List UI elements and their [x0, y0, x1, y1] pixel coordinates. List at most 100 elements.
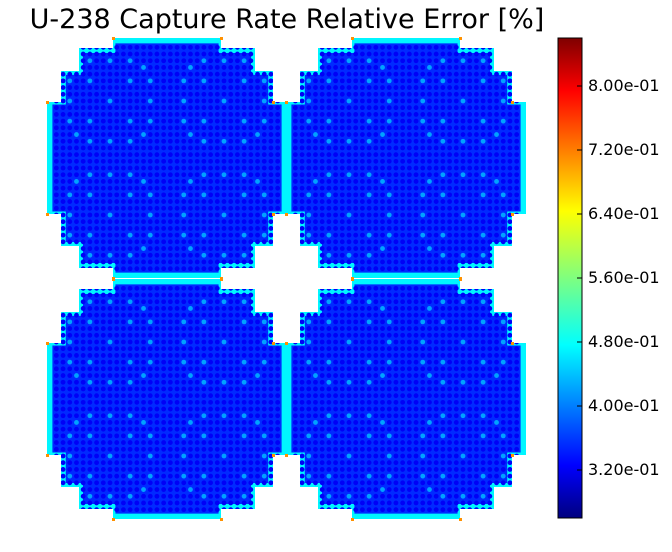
fuel-pin-cell — [306, 112, 312, 117]
fuel-pin-cell — [292, 185, 298, 191]
fuel-pin-cell — [53, 500, 59, 506]
fuel-pin-cell — [248, 132, 254, 137]
fuel-pin-cell — [360, 219, 365, 225]
fuel-pin-cell — [214, 453, 220, 459]
fuel-pin-cell — [107, 507, 113, 513]
fuel-pin-cell — [74, 446, 79, 452]
fuel-pin-cell — [514, 493, 520, 499]
fuel-pin-cell — [181, 346, 187, 352]
fuel-pin-cell — [480, 44, 486, 50]
fuel-pin-cell — [453, 413, 459, 419]
fuel-pin-cell — [474, 239, 479, 245]
fuel-pin-cell — [306, 132, 312, 137]
fuel-pin-cell — [440, 467, 446, 472]
fuel-pin-cell — [433, 266, 439, 272]
fuel-pin-cell — [514, 299, 520, 305]
fuel-pin-cell — [107, 285, 113, 291]
fuel-pin-cell — [373, 219, 379, 225]
fuel-pin-cell — [241, 500, 247, 506]
fuel-pin-cell — [339, 212, 345, 218]
fuel-pin-cell — [161, 199, 167, 204]
fuel-pin-cell — [114, 252, 120, 258]
fuel-pin-cell — [228, 426, 234, 432]
fuel-pin-cell — [380, 125, 385, 131]
fuel-pin-cell — [500, 312, 506, 318]
fuel-pin-cell — [373, 399, 379, 405]
fuel-pin-cell — [107, 112, 113, 117]
fuel-pin-cell — [326, 306, 332, 311]
fuel-pin-cell — [154, 386, 160, 392]
fuel-pin-cell — [154, 285, 160, 291]
fuel-pin-cell — [94, 460, 99, 466]
fuel-pin-cell — [447, 132, 452, 137]
fuel-pin-cell — [147, 373, 153, 378]
fuel-pin-cell — [194, 487, 200, 492]
fuel-pin-cell — [188, 239, 193, 245]
fuel-pin-cell — [494, 285, 499, 291]
fuel-pin-cell — [460, 487, 466, 492]
guide-tube-cell — [241, 58, 247, 64]
fuel-pin-cell — [188, 460, 193, 466]
fuel-pin-cell — [494, 406, 499, 412]
fuel-pin-cell — [161, 152, 167, 158]
fuel-pin-cell — [161, 353, 167, 358]
fuel-pin-cell — [319, 252, 325, 258]
fuel-pin-cell — [268, 78, 274, 84]
fuel-pin-cell — [292, 406, 298, 412]
fuel-pin-cell — [373, 500, 379, 506]
fuel-pin-cell — [487, 446, 493, 452]
fuel-pin-cell — [380, 71, 385, 77]
guide-tube-cell — [500, 433, 506, 439]
fuel-pin-cell — [319, 440, 325, 445]
fuel-pin-cell — [494, 78, 499, 84]
fuel-pin-cell — [147, 413, 153, 419]
fuel-pin-cell — [127, 199, 133, 204]
guide-tube-cell — [313, 246, 318, 251]
guide-tube-cell — [141, 179, 146, 184]
guide-tube-cell — [261, 359, 267, 365]
fuel-pin-cell — [107, 192, 113, 198]
fuel-pin-cell — [114, 326, 120, 331]
guide-tube-cell — [201, 299, 207, 305]
fuel-pin-cell — [333, 353, 338, 358]
guide-tube-cell — [460, 138, 466, 144]
fuel-pin-cell — [420, 460, 426, 466]
fuel-pin-cell — [87, 98, 93, 104]
fuel-pin-cell — [440, 199, 446, 204]
fuel-pin-cell — [235, 132, 240, 137]
fuel-pin-cell — [248, 226, 254, 231]
fuel-pin-cell — [400, 306, 406, 311]
fuel-pin-cell — [406, 138, 412, 144]
fuel-pin-cell — [353, 98, 359, 104]
fuel-pin-cell — [121, 132, 126, 137]
fuel-pin-cell — [507, 219, 513, 225]
fuel-pin-cell — [487, 239, 493, 245]
fuel-pin-cell — [53, 85, 59, 90]
guide-tube-cell — [366, 319, 372, 325]
fuel-pin-cell — [114, 172, 120, 178]
fuel-pin-cell — [467, 65, 473, 70]
fuel-pin-cell — [333, 252, 338, 258]
fuel-pin-cell — [188, 252, 193, 258]
fuel-pin-cell — [154, 85, 160, 90]
fuel-pin-cell — [346, 386, 352, 392]
fuel-pin-cell — [241, 353, 247, 358]
fuel-pin-cell — [447, 179, 452, 184]
fuel-pin-cell — [214, 420, 220, 425]
fuel-pin-cell — [141, 413, 146, 419]
guide-tube-cell — [326, 379, 332, 385]
fuel-pin-cell — [107, 85, 113, 90]
fuel-pin-cell — [292, 292, 298, 298]
fuel-pin-cell — [487, 353, 493, 358]
guide-tube-cell — [127, 379, 133, 385]
fuel-pin-cell — [346, 373, 352, 378]
fuel-pin-cell — [507, 232, 513, 238]
fuel-pin-cell — [480, 353, 486, 358]
fuel-pin-cell — [360, 379, 365, 385]
fuel-pin-cell — [507, 473, 513, 479]
fuel-pin-cell — [346, 165, 352, 171]
fuel-pin-cell — [467, 212, 473, 218]
fuel-pin-cell — [507, 426, 513, 432]
fuel-pin-cell — [194, 393, 200, 399]
fuel-pin-cell — [208, 185, 213, 191]
